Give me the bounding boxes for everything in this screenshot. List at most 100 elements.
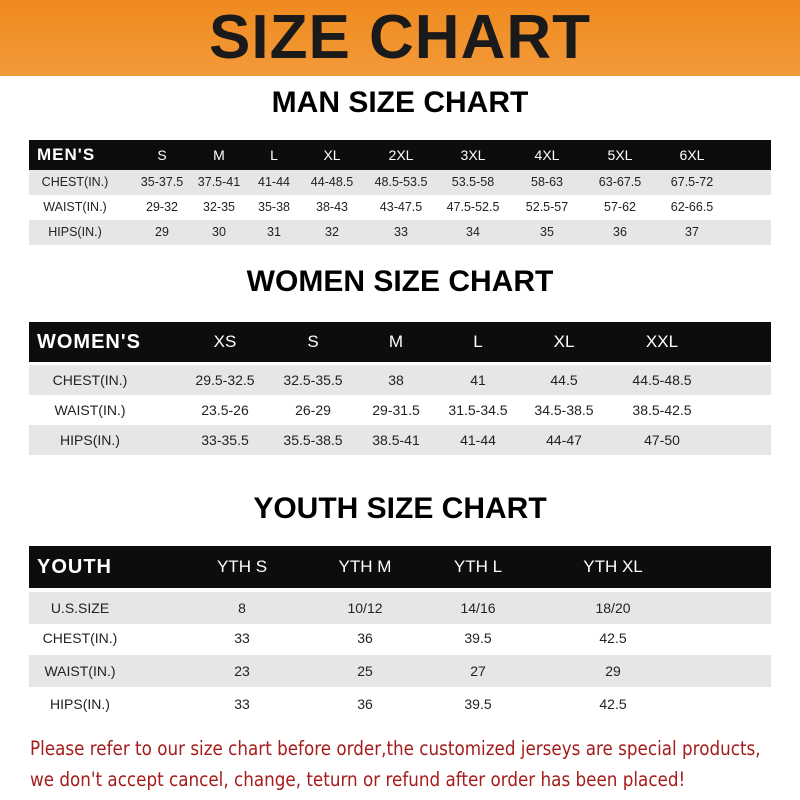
table-row: HIPS(IN.) 33-35.5 35.5-38.5 38.5-41 41-44 44-… <box>29 425 771 455</box>
measurement-cell: 37.5-41 <box>197 175 241 189</box>
table-row: CHEST(IN.) 35-37.5 37.5-41 41-44 44-48.5 48.5… <box>29 170 771 195</box>
row-label: HIPS(IN.) <box>60 432 120 448</box>
row-label: U.S.SIZE <box>50 600 110 616</box>
measurement-cell: 52.5-57 <box>525 200 569 214</box>
size-header: M <box>213 147 225 163</box>
order-notice: Please refer to our size chart before or… <box>30 733 787 795</box>
measurement-cell: 32-35 <box>203 200 235 214</box>
row-label: WAIST(IN.) <box>43 200 107 214</box>
men-table-title: MAN SIZE CHART <box>271 86 529 119</box>
measurement-cell: 30 <box>212 225 226 239</box>
measurement-cell: 42.5 <box>599 696 627 712</box>
measurement-cell: 36 <box>357 696 373 712</box>
measurement-cell: 39.5 <box>464 630 492 646</box>
size-header: L <box>473 332 483 351</box>
measurement-cell: 38 <box>388 372 404 388</box>
measurement-cell: 34 <box>466 225 480 239</box>
measurement-cell: 44-47 <box>546 432 582 448</box>
size-header: XS <box>213 332 237 351</box>
measurement-cell: 34.5-38.5 <box>534 402 594 418</box>
size-header: XL <box>323 147 341 163</box>
measurement-cell: 38.5-41 <box>372 432 420 448</box>
measurement-cell: 44-48.5 <box>310 175 354 189</box>
measurement-cell: 57-62 <box>604 200 636 214</box>
size-header: S <box>157 147 167 163</box>
notice-line-2: we don't accept cancel, change, teturn o… <box>30 768 686 791</box>
measurement-cell: 38.5-42.5 <box>632 402 692 418</box>
youth-table-title: YOUTH SIZE CHART <box>253 492 547 525</box>
measurement-cell: 23.5-26 <box>201 402 249 418</box>
measurement-cell: 42.5 <box>599 630 627 646</box>
size-header: 2XL <box>388 147 414 163</box>
measurement-cell: 26-29 <box>295 402 331 418</box>
measurement-cell: 29 <box>605 663 621 679</box>
measurement-cell: 62-66.5 <box>670 200 714 214</box>
measurement-cell: 35.5-38.5 <box>283 432 343 448</box>
table-row: CHEST(IN.) 29.5-32.5 32.5-35.5 38 41 44.5 44.5… <box>29 365 771 395</box>
measurement-cell: 41-44 <box>258 175 290 189</box>
size-header: YTH S <box>216 557 268 576</box>
measurement-cell: 29-31.5 <box>372 402 420 418</box>
row-label: CHEST(IN.) <box>41 175 109 189</box>
row-label: WAIST(IN.) <box>54 402 126 418</box>
table-header-row: YOUTH YTH S YTH M YTH L YTH XL <box>29 546 771 588</box>
notice-line-1: Please refer to our size chart before or… <box>30 737 761 760</box>
measurement-cell: 35-37.5 <box>140 175 184 189</box>
size-header: YTH XL <box>583 557 643 576</box>
size-header: 4XL <box>534 147 560 163</box>
measurement-cell: 8 <box>238 600 246 616</box>
table-row: HIPS(IN.) 29 30 31 32 33 34 35 36 37 <box>29 220 771 245</box>
measurement-cell: 44.5 <box>550 372 578 388</box>
measurement-cell: 53.5-58 <box>451 175 495 189</box>
women-table-title: WOMEN SIZE CHART <box>246 265 554 298</box>
measurement-cell: 31.5-34.5 <box>448 402 508 418</box>
measurement-cell: 25 <box>357 663 373 679</box>
row-label: HIPS(IN.) <box>48 225 102 239</box>
measurement-cell: 32.5-35.5 <box>283 372 343 388</box>
size-header: YTH M <box>338 557 392 576</box>
measurement-cell: 47-50 <box>644 432 680 448</box>
row-label: WAIST(IN.) <box>44 663 116 679</box>
measurement-cell: 63-67.5 <box>598 175 642 189</box>
table-row: U.S.SIZE 8 10/12 14/16 18/20 <box>29 592 771 624</box>
measurement-cell: 48.5-53.5 <box>374 175 428 189</box>
measurement-cell: 29 <box>155 225 169 239</box>
measurement-cell: 44.5-48.5 <box>632 372 692 388</box>
banner: SIZE CHART <box>0 0 800 76</box>
measurement-cell: 41 <box>470 372 486 388</box>
table-header-row: MEN'S S M L XL 2XL 3XL 4XL 5XL 6XL <box>29 140 771 170</box>
table-row: WAIST(IN.) 23 25 27 29 <box>29 655 771 687</box>
banner-title: SIZE CHART <box>209 3 591 72</box>
measurement-cell: 33 <box>234 630 250 646</box>
table-row: WAIST(IN.) 23.5-26 26-29 29-31.5 31.5-34.5 34… <box>29 395 771 425</box>
table-row: WAIST(IN.) 29-32 32-35 35-38 38-43 43-47.5 47.… <box>29 195 771 220</box>
measurement-cell: 37 <box>685 225 699 239</box>
table-heading: MEN'S <box>37 145 96 164</box>
size-header: XXL <box>645 332 679 351</box>
measurement-cell: 38-43 <box>316 200 348 214</box>
size-header: XL <box>553 332 575 351</box>
measurement-cell: 29-32 <box>146 200 178 214</box>
measurement-cell: 47.5-52.5 <box>446 200 500 214</box>
measurement-cell: 43-47.5 <box>379 200 423 214</box>
table-header-row: WOMEN'S XS S M L XL XXL <box>29 322 771 362</box>
measurement-cell: 10/12 <box>347 600 383 616</box>
measurement-cell: 23 <box>234 663 250 679</box>
measurement-cell: 32 <box>325 225 339 239</box>
measurement-cell: 33 <box>394 225 408 239</box>
measurement-cell: 41-44 <box>460 432 496 448</box>
measurement-cell: 18/20 <box>595 600 631 616</box>
size-header: 3XL <box>460 147 486 163</box>
measurement-cell: 35-38 <box>258 200 290 214</box>
measurement-cell: 36 <box>613 225 627 239</box>
size-header: 6XL <box>679 147 705 163</box>
size-header: 5XL <box>607 147 633 163</box>
table-heading: WOMEN'S <box>37 331 141 353</box>
measurement-cell: 35 <box>540 225 554 239</box>
table-heading: YOUTH <box>37 556 112 578</box>
measurement-cell: 29.5-32.5 <box>195 372 255 388</box>
measurement-cell: 33-35.5 <box>201 432 249 448</box>
measurement-cell: 33 <box>234 696 250 712</box>
size-header: L <box>270 147 278 163</box>
size-header: YTH L <box>453 557 503 576</box>
